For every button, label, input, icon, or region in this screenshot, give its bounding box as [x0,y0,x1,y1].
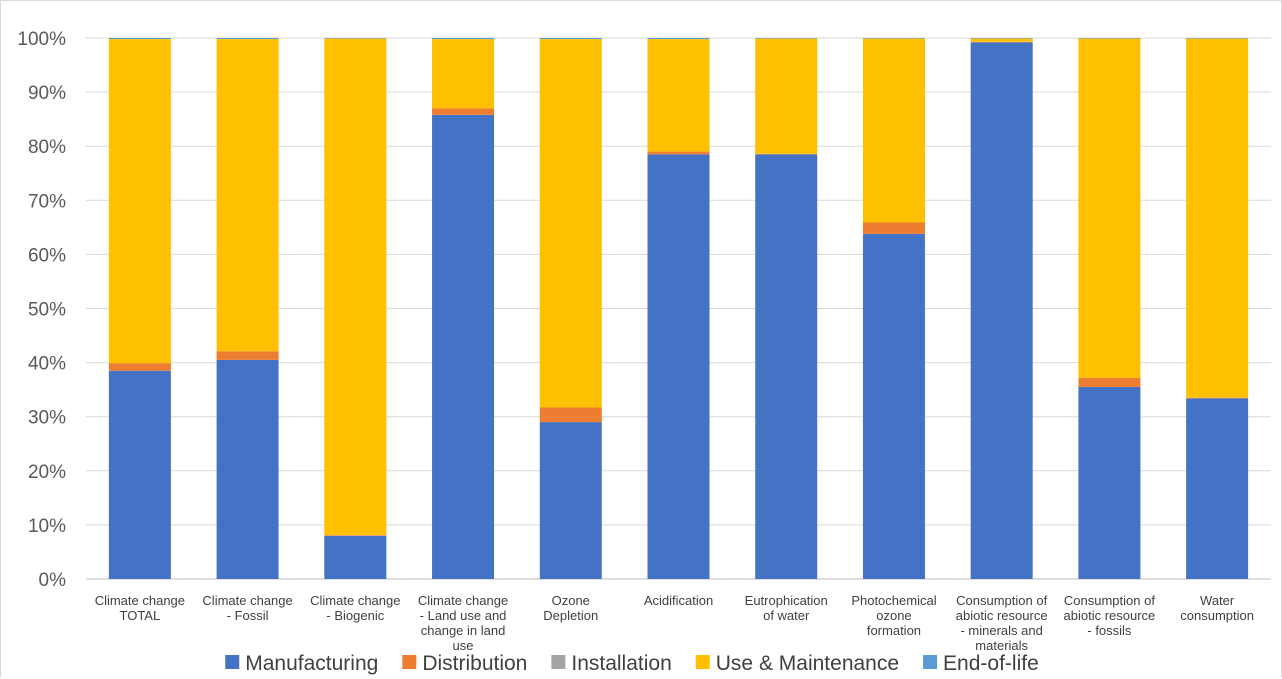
bar-segment-end-of-life [1186,38,1249,39]
y-tick-label: 70% [28,191,66,212]
legend-swatch-installation [551,655,566,669]
bar-segment-end-of-life [862,38,925,39]
bar-segment-manufacturing [1078,386,1141,579]
x-tick-label: Climate change - Biogenic [310,593,400,623]
bar-segment-end-of-life [216,38,279,40]
bar-segment-manufacturing [216,359,279,579]
bar-segment-distribution [647,151,710,155]
bar-segment-use-maintenance [862,38,925,223]
y-tick-label: 20% [28,462,66,483]
x-tick-label: Climate change - Land use and change in la… [418,593,508,653]
bar-segment-manufacturing [432,114,495,580]
x-tick-label: Photochemical ozone formation [851,593,936,638]
legend-swatch-manufacturing [225,655,240,669]
bar-segment-distribution [970,41,1033,43]
bar-segment-end-of-life [755,38,818,39]
bar-segment-use-maintenance [432,39,495,109]
legend-label-use-maintenance: Use & Maintenance [716,652,899,675]
bar-segment-manufacturing [755,154,818,579]
y-tick-label: 100% [17,29,66,50]
legend-swatch-use-maintenance [695,655,710,669]
bar-segment-use-maintenance [324,38,387,536]
y-tick-label: 40% [28,354,66,375]
bar-segment-use-maintenance [216,39,279,352]
bar-segment-use-maintenance [1078,38,1141,378]
bar-segment-end-of-life [108,38,171,40]
x-tick-label: Water consumption [1180,593,1254,623]
bar-segment-distribution [1186,397,1249,399]
bar-segment-end-of-life [1078,38,1141,39]
y-tick-label: 80% [28,137,66,158]
bar-stack [970,38,1033,579]
y-tick-label: 60% [28,245,66,266]
bar-segment-distribution [755,153,818,155]
bar-segment-manufacturing [324,535,387,579]
bar-stack [324,38,387,579]
bar-stack [1186,38,1249,579]
y-tick-label: 90% [28,83,66,104]
legend-label-end-of-life: End-of-life [943,652,1039,675]
bar-segment-distribution [862,222,925,234]
bar-segment-use-maintenance [1186,38,1249,398]
bar-segment-use-maintenance [647,39,710,152]
y-tick-label: 10% [28,516,66,537]
bar-segment-distribution [1078,377,1141,387]
legend-swatch-end-of-life [923,655,938,669]
bar-segment-manufacturing [1186,398,1249,579]
x-tick-label: Climate change TOTAL [95,593,185,623]
x-tick-label: Eutrophication of water [745,593,828,623]
bar-segment-manufacturing [108,370,171,579]
bar-stack [108,38,171,579]
x-tick-label: Consumption of abiotic resource - minerals… [956,593,1048,653]
bar-segment-use-maintenance [539,39,602,408]
bar-segment-end-of-life [539,38,602,40]
bars [108,38,1249,580]
bar-segment-distribution [432,108,495,115]
bar-segment-use-maintenance [108,39,171,364]
bar-segment-distribution [539,407,602,423]
bar-segment-manufacturing [862,233,925,580]
bar-stack [862,38,925,580]
bar-segment-use-maintenance [970,38,1033,42]
bar-segment-manufacturing [539,422,602,579]
legend-label-manufacturing: Manufacturing [245,652,378,675]
bar-segment-distribution [108,363,171,371]
y-tick-label: 30% [28,408,66,429]
y-tick-label: 0% [39,570,67,591]
bar-segment-end-of-life [970,38,1033,39]
bar-segment-use-maintenance [755,38,818,154]
legend: Manufacturing Distribution Installation Use… [225,652,1039,675]
x-tick-label: Acidification [644,593,713,608]
bar-stack [1078,38,1141,579]
legend-label-distribution: Distribution [422,652,527,675]
y-tick-label: 50% [28,300,66,321]
y-axis: 0% 10% 20% 30% 40% 50% 60% 70% 80% 90% 100% [17,29,66,591]
x-tick-label: Ozone Depletion [543,593,598,623]
x-axis: Climate change TOTAL Climate change - Fossi… [95,593,1254,653]
legend-swatch-distribution [402,655,417,669]
bar-stack [647,38,710,579]
bar-segment-end-of-life [432,38,495,40]
bar-segment-distribution [216,351,279,360]
legend-label-installation: Installation [571,652,671,675]
bar-segment-manufacturing [970,42,1033,579]
bar-segment-end-of-life [324,38,387,39]
bar-segment-manufacturing [647,154,710,579]
bar-stack [432,38,495,580]
bar-segment-distribution [324,535,387,536]
bar-segment-end-of-life [647,38,710,40]
bar-stack [755,38,818,579]
bar-stack [539,38,602,579]
x-tick-label: Consumption of abiotic resource - fossils [1064,593,1156,638]
bar-stack [216,38,279,579]
x-tick-label: Climate change - Fossil [202,593,292,623]
